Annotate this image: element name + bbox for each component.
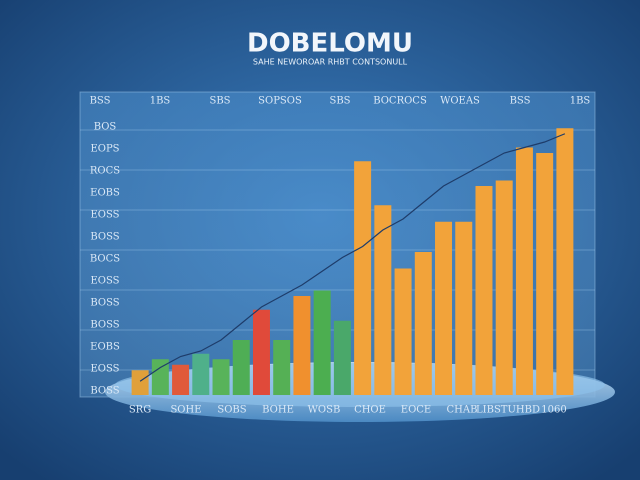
left-label: EOBS bbox=[90, 342, 120, 353]
bottom-label: SOBS bbox=[217, 405, 246, 416]
bar bbox=[414, 252, 432, 395]
bar bbox=[192, 353, 210, 395]
bottom-label: CHAB bbox=[447, 405, 478, 416]
bar bbox=[232, 340, 250, 395]
bar bbox=[374, 205, 392, 395]
bottom-label: WOSB bbox=[308, 405, 341, 416]
bar bbox=[212, 359, 230, 395]
bottom-label: SRG bbox=[129, 405, 151, 416]
bar bbox=[333, 320, 351, 395]
bottom-label: SOHE bbox=[170, 405, 201, 416]
left-label: EOBS bbox=[90, 188, 120, 199]
bottom-label: BOHE bbox=[262, 405, 294, 416]
left-label: EOSS bbox=[90, 364, 119, 375]
header-label: BOCROCS bbox=[373, 96, 427, 107]
bottom-label: LIBSTUHBD bbox=[476, 405, 540, 416]
bar bbox=[556, 128, 574, 395]
bar bbox=[536, 153, 554, 395]
left-label: EOSS bbox=[90, 276, 119, 287]
header-label: 1BS bbox=[150, 96, 171, 107]
left-label: BOCS bbox=[90, 254, 120, 265]
bar bbox=[435, 221, 453, 395]
bar bbox=[313, 290, 331, 395]
bar bbox=[273, 340, 291, 395]
bar bbox=[252, 309, 270, 395]
left-label: EOPS bbox=[90, 144, 119, 155]
header-label: BSS bbox=[510, 96, 531, 107]
left-label: BOSS bbox=[90, 232, 119, 243]
bar bbox=[293, 296, 311, 395]
bar bbox=[131, 370, 149, 395]
chart-title: DOBELOMU bbox=[247, 29, 413, 59]
chart-subtitle: SAHE NEWOROAR RHBT CONTSONULL bbox=[253, 58, 408, 67]
header-label: SBS bbox=[209, 96, 230, 107]
header-label: WOEAS bbox=[440, 96, 480, 107]
bar bbox=[495, 180, 513, 395]
bar bbox=[455, 221, 473, 395]
bar bbox=[354, 161, 372, 395]
bottom-label: CHOE bbox=[354, 405, 386, 416]
bottom-label: 1060 bbox=[541, 405, 566, 416]
left-label: ROCS bbox=[90, 166, 120, 177]
left-label: BOSS bbox=[90, 320, 119, 331]
trend-line bbox=[139, 133, 566, 382]
left-label: BOSS bbox=[90, 298, 119, 309]
bar bbox=[475, 186, 493, 395]
bottom-label: EOCE bbox=[401, 405, 431, 416]
header-label: 1BS bbox=[570, 96, 591, 107]
bar bbox=[394, 268, 412, 395]
left-label: EOSS bbox=[90, 210, 119, 221]
left-label: BOSS bbox=[90, 386, 119, 397]
header-label: SBS bbox=[329, 96, 350, 107]
bar bbox=[515, 147, 533, 395]
bar bbox=[151, 359, 169, 395]
bar bbox=[172, 364, 190, 395]
left-label: BOS bbox=[94, 122, 117, 133]
header-label: BSS bbox=[90, 96, 111, 107]
header-label: SOPSOS bbox=[258, 96, 302, 107]
